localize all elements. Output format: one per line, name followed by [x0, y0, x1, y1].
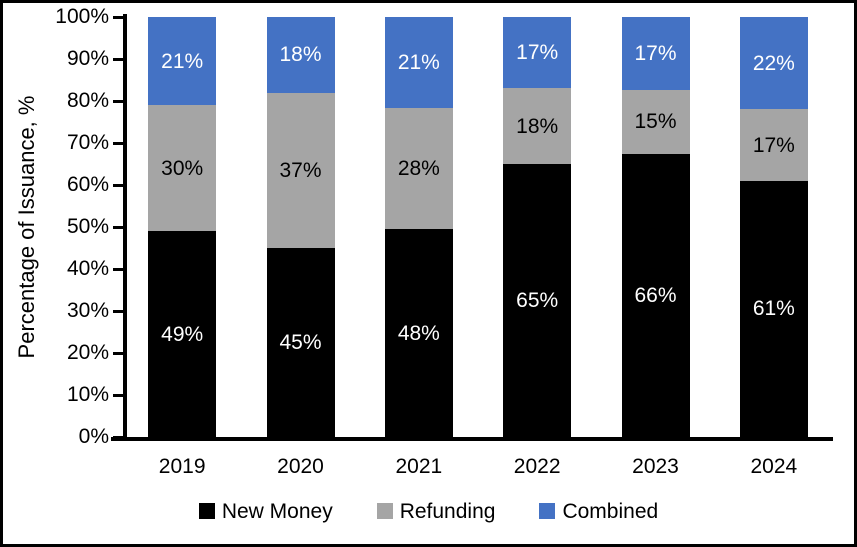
- bar-segment-2021-new-money: 48%: [384, 229, 453, 437]
- bar-segment-2019-combined: 21%: [148, 17, 217, 106]
- y-tick-label: 30%: [66, 299, 109, 322]
- y-tick-mark: [113, 352, 124, 355]
- bar-segment-2020-new-money: 45%: [266, 248, 335, 437]
- legend-swatch-icon: [376, 503, 393, 519]
- segment-value-label: 61%: [752, 297, 795, 321]
- segment-value-label: 21%: [397, 50, 440, 74]
- segment-value-label: 65%: [516, 289, 559, 312]
- x-tick-label-2024: 2024: [750, 455, 798, 478]
- bar-segment-2023-combined: 17%: [621, 17, 690, 90]
- y-tick-label: 50%: [66, 215, 109, 238]
- bar-segment-2024-refunding: 17%: [739, 109, 808, 181]
- y-tick-mark: [113, 268, 124, 271]
- legend-swatch-icon: [539, 503, 556, 519]
- y-tick-label: 10%: [66, 383, 109, 406]
- y-tick-label: 60%: [66, 173, 109, 196]
- y-tick-mark: [113, 58, 124, 61]
- y-tick-label: 90%: [66, 47, 109, 70]
- segment-value-label: 17%: [752, 133, 795, 157]
- y-tick-label: 20%: [66, 341, 109, 364]
- bar-segment-2021-combined: 21%: [384, 17, 453, 108]
- segment-value-label: 21%: [161, 49, 204, 73]
- x-tick-label-2022: 2022: [513, 455, 561, 478]
- y-tick-mark: [113, 436, 124, 439]
- segment-value-label: 66%: [634, 284, 677, 308]
- bar-segment-2022-refunding: 18%: [503, 88, 572, 164]
- legend-item-combined: Combined: [539, 501, 658, 522]
- segment-value-label: 30%: [161, 156, 204, 180]
- segment-value-label: 18%: [279, 43, 322, 67]
- y-axis-line: [123, 14, 127, 441]
- legend-item-refunding: Refunding: [376, 499, 496, 523]
- y-tick-label: 80%: [66, 89, 109, 112]
- legend-item-new-money: New Money: [198, 499, 333, 523]
- y-tick-mark: [113, 142, 124, 145]
- segment-value-label: 49%: [161, 322, 204, 346]
- y-tick-mark: [113, 394, 124, 397]
- bar-segment-2020-refunding: 37%: [266, 92, 335, 248]
- y-tick-mark: [113, 100, 124, 103]
- y-tick-mark: [113, 226, 124, 229]
- segment-value-label: 28%: [397, 157, 440, 181]
- legend-label: Refunding: [399, 499, 496, 523]
- segment-value-label: 15%: [634, 110, 677, 134]
- y-tick-mark: [113, 184, 124, 187]
- x-axis-line: [111, 437, 833, 441]
- legend-swatch-icon: [198, 503, 215, 519]
- segment-value-label: 17%: [516, 41, 559, 65]
- y-tick-label: 0%: [78, 425, 109, 448]
- legend-label: New Money: [221, 499, 333, 523]
- segment-value-label: 18%: [516, 114, 559, 138]
- x-tick-label-2023: 2023: [632, 455, 679, 478]
- bar-segment-2024-combined: 22%: [739, 17, 808, 110]
- x-tick-label-2021: 2021: [395, 455, 443, 478]
- bar-segment-2019-refunding: 30%: [148, 105, 217, 232]
- bar-segment-2022-combined: 17%: [503, 17, 572, 89]
- segment-value-label: 48%: [397, 321, 440, 345]
- legend-label: Combined: [562, 499, 659, 523]
- bar-segment-2021-refunding: 28%: [384, 107, 453, 230]
- segment-value-label: 37%: [279, 158, 322, 182]
- bar-segment-2020-combined: 18%: [266, 17, 335, 93]
- y-tick-label: 40%: [66, 257, 109, 280]
- segment-value-label: 17%: [634, 41, 677, 65]
- bar-segment-2024-new-money: 61%: [739, 180, 808, 437]
- legend: New Money Refunding Combined: [3, 495, 854, 527]
- y-tick-label: 70%: [66, 131, 109, 154]
- y-tick-mark: [113, 16, 124, 19]
- x-tick-label-2020: 2020: [277, 455, 324, 478]
- bar-segment-2023-refunding: 15%: [621, 89, 690, 155]
- x-tick-label-2019: 2019: [158, 455, 206, 478]
- bar-segment-2022-new-money: 65%: [503, 164, 572, 437]
- bar-segment-2019-new-money: 49%: [148, 231, 217, 437]
- y-tick-mark: [113, 310, 124, 313]
- y-tick-label: 100%: [55, 5, 109, 28]
- bar-segment-2023-new-money: 66%: [621, 154, 690, 437]
- segment-value-label: 22%: [752, 51, 795, 75]
- segment-value-label: 45%: [279, 331, 322, 354]
